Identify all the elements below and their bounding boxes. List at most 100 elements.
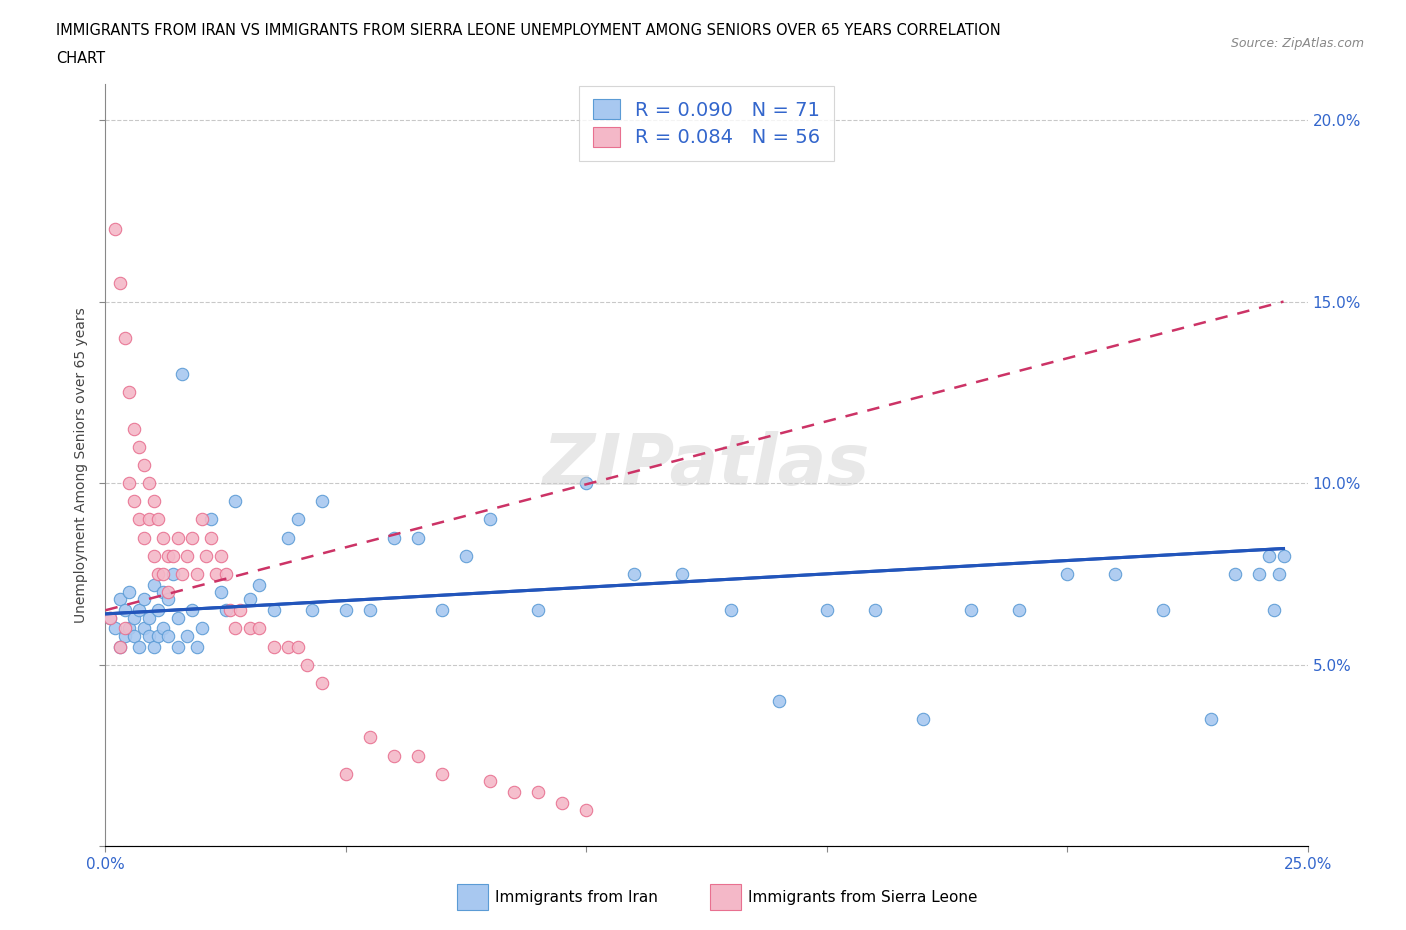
Point (382, 748, 405, 763)
Point (186, 566, 208, 581)
Point (335, 766, 357, 781)
Point (205, 566, 228, 581)
Point (359, 603, 381, 618)
Point (142, 578, 165, 592)
Point (1056, 566, 1078, 581)
Point (209, 549, 232, 564)
Point (118, 621, 141, 636)
Text: ZIPatlas: ZIPatlas (543, 431, 870, 499)
Point (138, 476, 160, 491)
Point (768, 694, 790, 709)
Point (335, 603, 357, 618)
Point (128, 512, 150, 527)
Point (1258, 549, 1281, 564)
Point (152, 566, 174, 581)
Point (114, 629, 136, 644)
Point (359, 730, 381, 745)
Point (156, 629, 179, 644)
Point (1152, 603, 1174, 618)
Point (960, 603, 983, 618)
Point (114, 621, 136, 636)
Point (671, 566, 693, 581)
Point (214, 603, 236, 618)
Point (181, 603, 204, 618)
Text: IMMIGRANTS FROM IRAN VS IMMIGRANTS FROM SIERRA LEONE UNEMPLOYMENT AMONG SENIORS : IMMIGRANTS FROM IRAN VS IMMIGRANTS FROM … (56, 23, 1001, 38)
Point (108, 639, 131, 654)
Point (815, 603, 838, 618)
Point (200, 512, 222, 527)
Point (1104, 566, 1126, 581)
Point (720, 603, 742, 618)
Point (118, 385, 141, 400)
Point (104, 221, 127, 236)
Point (575, 476, 598, 491)
Point (166, 610, 188, 625)
Point (214, 566, 236, 581)
Point (138, 629, 160, 644)
Point (162, 566, 184, 581)
Point (148, 603, 170, 618)
Point (863, 603, 886, 618)
Point (176, 549, 198, 564)
Point (172, 366, 194, 381)
Point (224, 621, 246, 636)
Point (156, 549, 179, 564)
Point (152, 621, 174, 636)
Text: Source: ZipAtlas.com: Source: ZipAtlas.com (1230, 37, 1364, 50)
Point (479, 774, 502, 789)
Point (190, 512, 212, 527)
Point (190, 621, 212, 636)
Point (311, 675, 333, 690)
Point (430, 603, 453, 618)
Point (287, 512, 309, 527)
Point (503, 784, 526, 799)
Point (166, 530, 188, 545)
Point (575, 803, 598, 817)
Point (124, 629, 146, 644)
Point (108, 591, 131, 606)
Point (239, 621, 262, 636)
Point (172, 566, 194, 581)
Point (124, 610, 146, 625)
Point (911, 711, 934, 726)
Point (142, 639, 165, 654)
Point (138, 512, 160, 527)
Point (162, 549, 184, 564)
Point (623, 566, 645, 581)
Point (247, 578, 270, 592)
Point (1201, 711, 1223, 726)
Point (263, 639, 285, 654)
Point (128, 603, 150, 618)
Point (551, 795, 574, 810)
Point (1263, 603, 1285, 618)
Point (181, 530, 204, 545)
Point (132, 621, 155, 636)
Point (382, 530, 405, 545)
Point (108, 276, 131, 291)
Point (98, 610, 121, 625)
Point (527, 784, 550, 799)
Point (406, 748, 429, 763)
Point (229, 603, 252, 618)
Point (301, 603, 323, 618)
Point (209, 585, 232, 600)
Point (200, 530, 222, 545)
Point (195, 549, 218, 564)
Point (219, 603, 242, 618)
Point (132, 591, 155, 606)
Point (148, 629, 170, 644)
Legend: R = 0.090   N = 71, R = 0.084   N = 56: R = 0.090 N = 71, R = 0.084 N = 56 (579, 86, 834, 161)
Point (108, 639, 131, 654)
Point (128, 639, 150, 654)
Point (118, 476, 141, 491)
Point (114, 330, 136, 345)
Y-axis label: Unemployment Among Seniors over 65 years: Unemployment Among Seniors over 65 years (75, 307, 89, 623)
Point (124, 494, 146, 509)
Point (186, 639, 208, 654)
Point (142, 549, 165, 564)
Point (1008, 603, 1031, 618)
Point (311, 494, 333, 509)
Point (297, 658, 319, 672)
Point (1267, 566, 1289, 581)
Point (176, 629, 198, 644)
